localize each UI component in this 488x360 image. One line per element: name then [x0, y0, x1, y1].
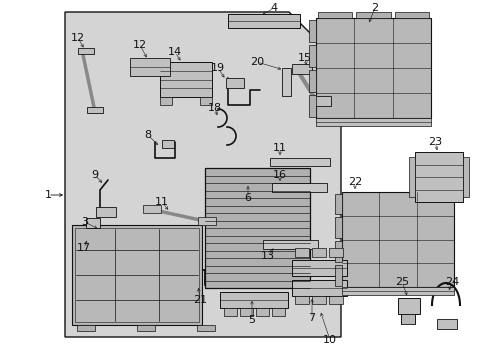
Text: 21: 21 [193, 295, 206, 305]
Bar [294, 296, 308, 304]
Bar [197, 325, 215, 331]
Text: 14: 14 [167, 47, 182, 57]
Text: 17: 17 [77, 243, 91, 253]
Bar [308, 95, 315, 117]
Bar [308, 45, 315, 67]
Text: 1: 1 [44, 190, 51, 200]
Bar [356, 12, 390, 18]
Bar [328, 296, 342, 304]
Bar [198, 217, 216, 225]
Text: 8: 8 [144, 130, 151, 140]
Bar [130, 58, 170, 76]
Text: 13: 13 [261, 251, 274, 261]
Bar [436, 319, 456, 329]
Text: 6: 6 [244, 193, 251, 203]
Bar [200, 97, 212, 105]
Bar [225, 78, 244, 88]
Bar [311, 296, 325, 304]
Bar [341, 192, 453, 287]
Text: 24: 24 [444, 277, 458, 287]
Text: 11: 11 [272, 143, 286, 153]
Bar [397, 298, 419, 314]
Bar [240, 308, 252, 316]
Bar [282, 68, 290, 96]
Bar [160, 97, 172, 105]
Bar [162, 140, 174, 148]
Text: 22: 22 [347, 177, 362, 187]
Bar [271, 183, 326, 192]
Text: 5: 5 [248, 315, 255, 325]
Bar [334, 194, 341, 214]
Text: 7: 7 [308, 313, 315, 323]
Bar [308, 69, 315, 91]
Bar [334, 217, 341, 238]
Bar [291, 64, 311, 74]
Bar [142, 205, 161, 213]
Bar [291, 280, 346, 296]
Bar [317, 12, 352, 18]
Bar [256, 308, 268, 316]
Text: 12: 12 [71, 33, 85, 43]
Bar [400, 314, 414, 324]
Bar [72, 225, 202, 325]
Text: 11: 11 [155, 197, 169, 207]
Bar [224, 308, 237, 316]
Bar [462, 157, 468, 197]
Bar [271, 308, 285, 316]
Bar [408, 157, 414, 197]
Bar [87, 107, 103, 113]
Text: 4: 4 [270, 3, 277, 13]
Bar [86, 218, 100, 228]
Bar [308, 19, 315, 41]
Text: 25: 25 [394, 277, 408, 287]
Bar [291, 260, 346, 276]
Text: 2: 2 [371, 3, 378, 13]
Bar [220, 292, 287, 308]
Bar [334, 241, 341, 262]
Bar [394, 12, 428, 18]
Bar [315, 118, 430, 126]
Polygon shape [65, 12, 340, 337]
Text: 18: 18 [207, 103, 222, 113]
Text: 12: 12 [133, 40, 147, 50]
Text: 20: 20 [249, 57, 264, 67]
Bar [328, 248, 342, 257]
Text: 10: 10 [323, 335, 336, 345]
Bar [294, 248, 308, 257]
Bar [77, 325, 95, 331]
Bar [78, 48, 94, 54]
Bar [334, 265, 341, 285]
Text: 16: 16 [272, 170, 286, 180]
Bar [341, 287, 453, 295]
Bar [315, 18, 430, 118]
Text: 19: 19 [210, 63, 224, 73]
Bar [414, 152, 462, 202]
Text: 15: 15 [297, 53, 311, 63]
Bar [160, 62, 212, 97]
Bar [311, 248, 325, 257]
Bar [227, 14, 299, 28]
Bar [137, 325, 155, 331]
Text: 23: 23 [427, 137, 441, 147]
Bar [204, 168, 309, 288]
Bar [310, 96, 330, 106]
Bar [75, 228, 199, 322]
Bar [269, 158, 329, 166]
Bar [263, 240, 317, 249]
Text: 3: 3 [81, 217, 88, 227]
Text: 9: 9 [91, 170, 99, 180]
Bar [96, 207, 116, 217]
